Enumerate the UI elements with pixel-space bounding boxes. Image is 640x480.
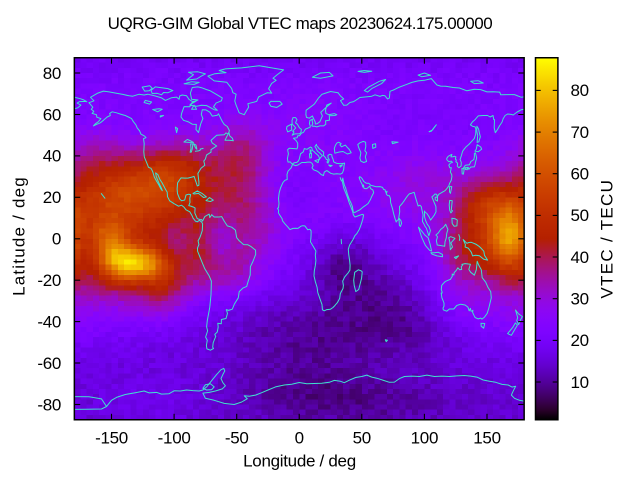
svg-text:0: 0 <box>295 429 304 448</box>
svg-text:60: 60 <box>571 165 589 184</box>
svg-text:-100: -100 <box>158 429 191 448</box>
svg-text:80: 80 <box>571 81 589 100</box>
svg-text:60: 60 <box>43 105 61 124</box>
svg-text:70: 70 <box>571 123 589 142</box>
svg-text:-150: -150 <box>95 429 128 448</box>
svg-text:150: 150 <box>473 429 500 448</box>
svg-text:Longitude / deg: Longitude / deg <box>243 452 356 471</box>
svg-text:-60: -60 <box>37 354 61 373</box>
svg-text:VTEC / TECU: VTEC / TECU <box>598 179 617 299</box>
svg-text:20: 20 <box>571 331 589 350</box>
svg-text:Latitude / deg: Latitude / deg <box>10 176 29 296</box>
svg-text:-80: -80 <box>37 395 61 414</box>
svg-text:50: 50 <box>353 429 371 448</box>
svg-text:50: 50 <box>571 206 589 225</box>
svg-text:40: 40 <box>43 147 61 166</box>
svg-text:20: 20 <box>43 188 61 207</box>
svg-text:100: 100 <box>411 429 438 448</box>
svg-text:-50: -50 <box>225 429 249 448</box>
svg-text:-20: -20 <box>37 271 61 290</box>
svg-text:10: 10 <box>571 373 589 392</box>
svg-text:40: 40 <box>571 248 589 267</box>
svg-text:30: 30 <box>571 290 589 309</box>
svg-text:80: 80 <box>43 64 61 83</box>
svg-text:0: 0 <box>52 230 61 249</box>
svg-text:UQRG-GIM Global VTEC maps 2023: UQRG-GIM Global VTEC maps 20230624.175.0… <box>108 14 493 33</box>
svg-text:-40: -40 <box>37 312 61 331</box>
